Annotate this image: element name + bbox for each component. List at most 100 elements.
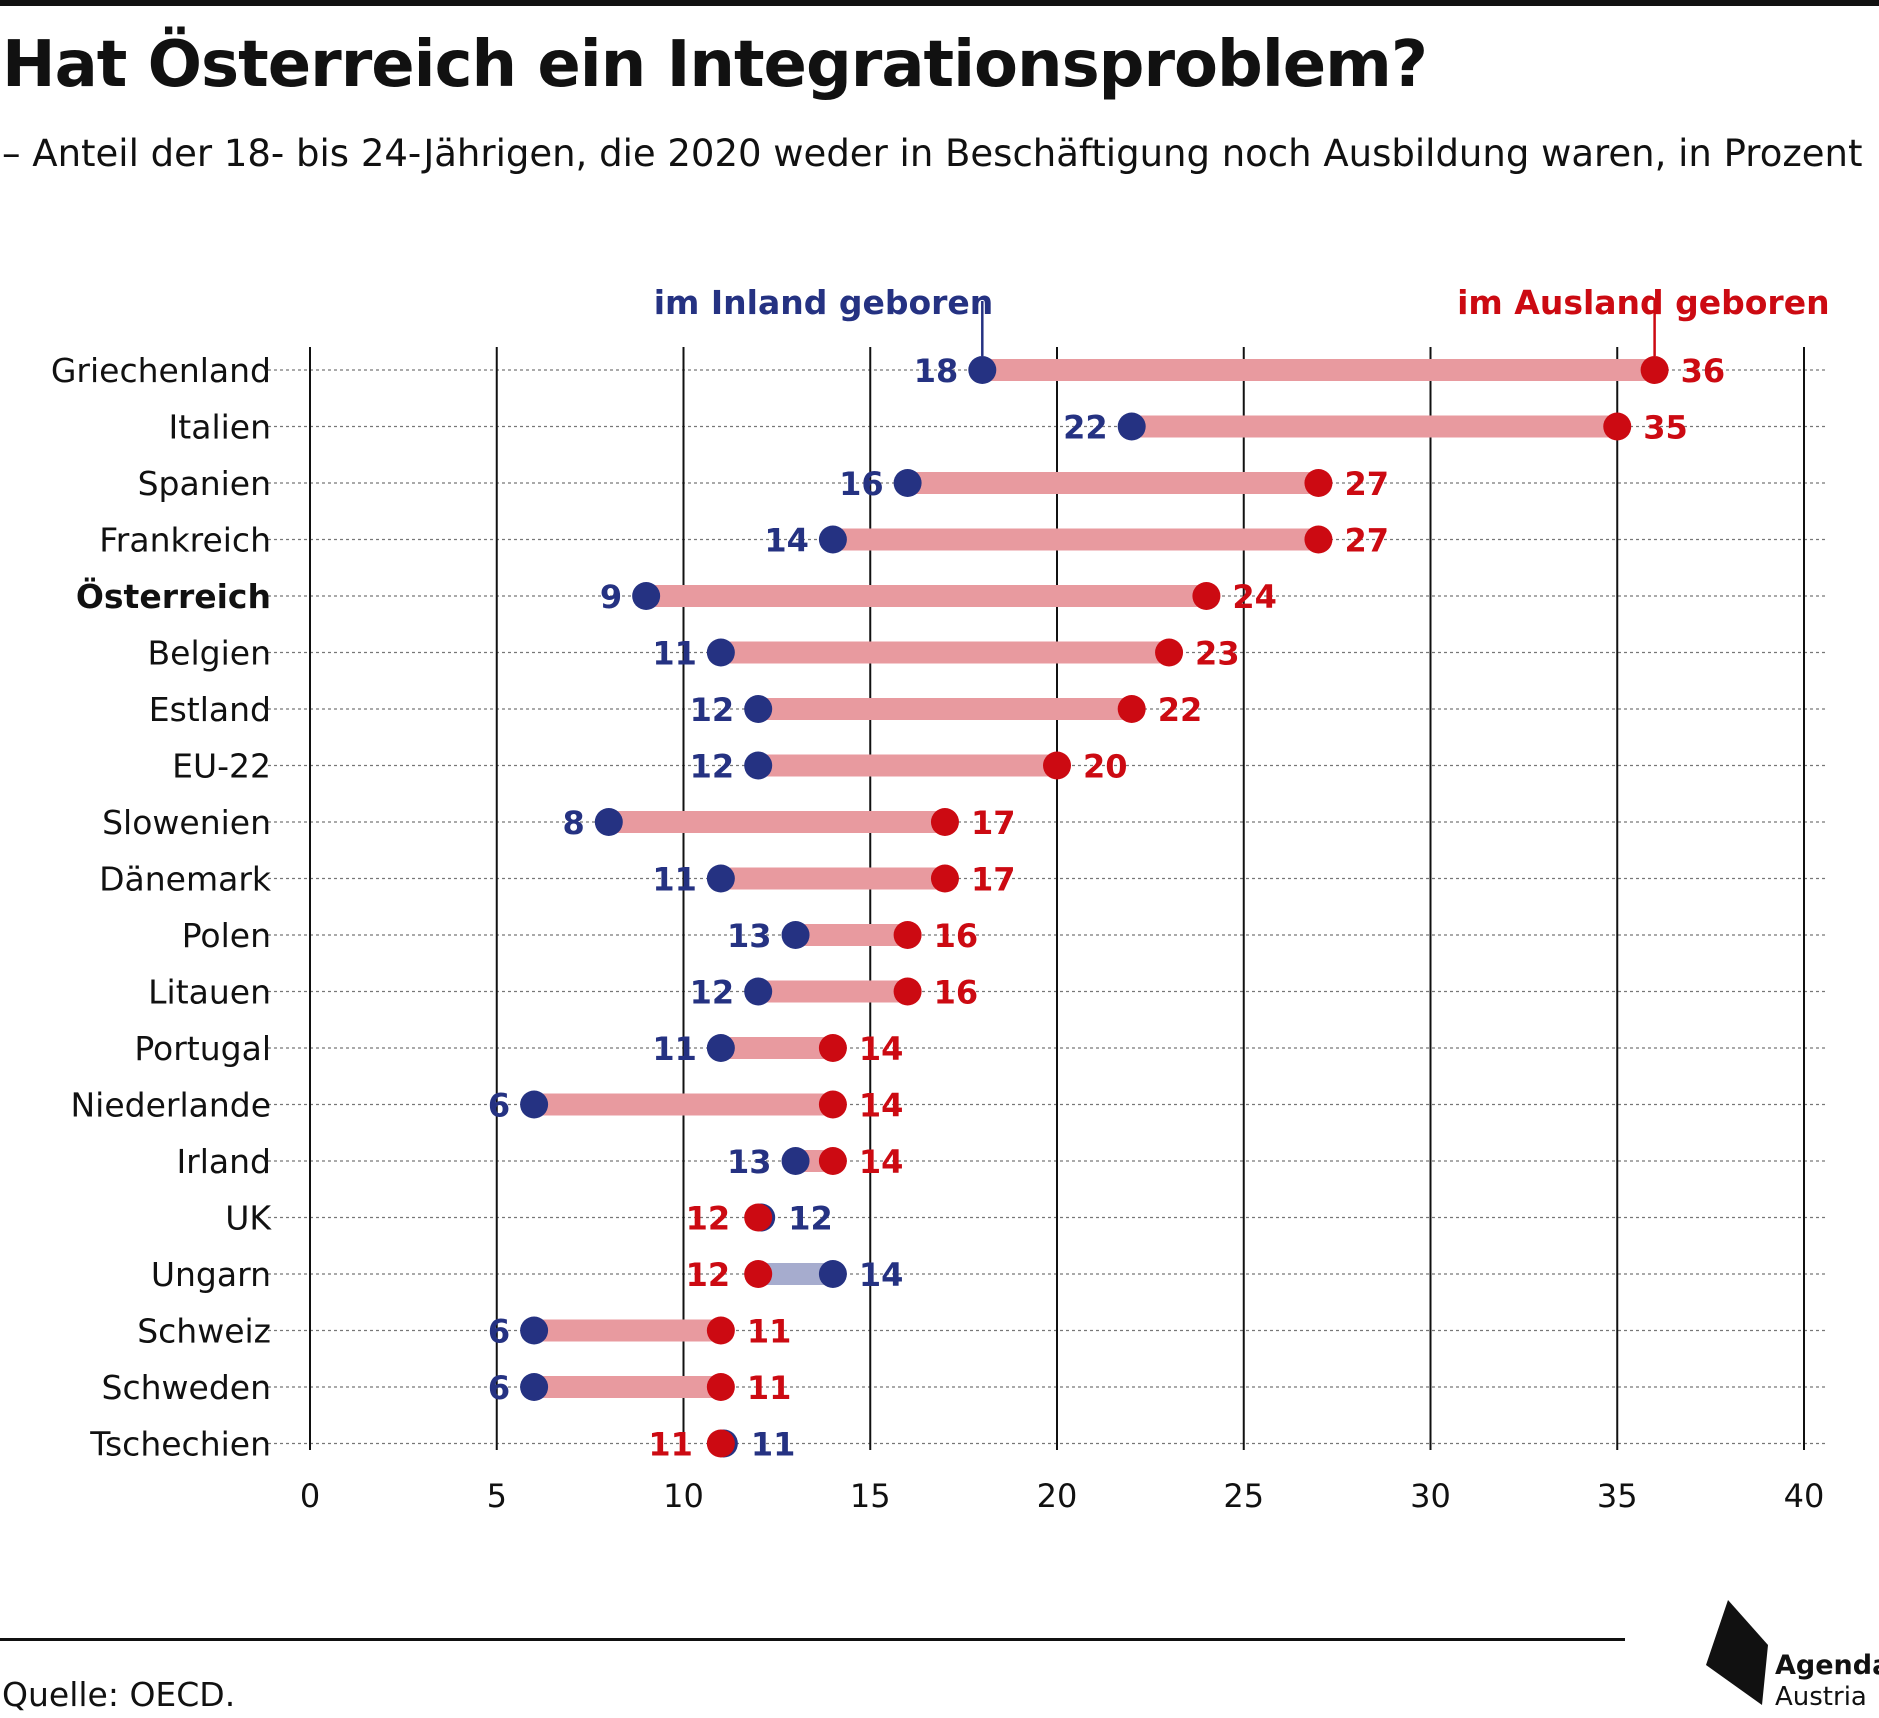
dot-ausland bbox=[1117, 695, 1146, 723]
value-label-ausland: 14 bbox=[859, 1087, 904, 1125]
dot-ausland bbox=[706, 1316, 735, 1345]
value-label-ausland: 23 bbox=[1195, 635, 1240, 673]
value-label-inland: 18 bbox=[914, 352, 959, 390]
country-label: Spanien bbox=[138, 464, 271, 503]
country-label: Niederlande bbox=[70, 1086, 271, 1125]
dot-ausland bbox=[930, 808, 959, 836]
dot-inland bbox=[781, 1147, 810, 1175]
value-label-inland: 9 bbox=[600, 578, 622, 616]
dot-ausland bbox=[818, 1090, 847, 1119]
value-label-ausland: 11 bbox=[747, 1313, 792, 1351]
dot-inland bbox=[632, 582, 661, 610]
country-label: Portugal bbox=[134, 1029, 271, 1068]
legend-inland: im Inland geboren bbox=[654, 283, 994, 322]
agenda-austria-logo bbox=[1706, 1600, 1768, 1705]
value-label-ausland: 14 bbox=[859, 1143, 904, 1181]
dot-ausland bbox=[1155, 638, 1184, 667]
dot-ausland bbox=[1192, 582, 1221, 610]
dot-ausland bbox=[744, 1203, 773, 1232]
legend-ausland: im Ausland geboren bbox=[1457, 283, 1830, 322]
x-tick-label: 30 bbox=[1410, 1477, 1451, 1515]
chart-subtitle: – Anteil der 18- bis 24-Jährigen, die 20… bbox=[2, 132, 1863, 175]
x-tick-label: 35 bbox=[1597, 1477, 1638, 1515]
country-label: EU-22 bbox=[172, 747, 271, 786]
value-label-inland: 22 bbox=[1063, 409, 1108, 447]
value-label-ausland: 35 bbox=[1643, 409, 1688, 447]
value-label-inland: 8 bbox=[563, 804, 585, 842]
value-label-inland: 14 bbox=[764, 522, 809, 560]
country-label: Estland bbox=[149, 690, 271, 729]
dot-inland bbox=[893, 469, 922, 497]
dot-inland bbox=[1117, 412, 1146, 441]
value-label-ausland: 12 bbox=[686, 1200, 731, 1238]
value-label-inland: 6 bbox=[488, 1087, 510, 1125]
country-label: Tschechien bbox=[89, 1425, 271, 1464]
value-label-inland: 14 bbox=[859, 1256, 904, 1294]
value-label-ausland: 14 bbox=[859, 1030, 904, 1068]
country-label: Dänemark bbox=[99, 860, 272, 899]
value-label-ausland: 12 bbox=[686, 1256, 731, 1294]
value-label-inland: 6 bbox=[488, 1369, 510, 1407]
country-label: Belgien bbox=[148, 634, 271, 673]
x-tick-label: 25 bbox=[1223, 1477, 1264, 1515]
value-label-ausland: 22 bbox=[1158, 691, 1203, 729]
dot-inland bbox=[818, 1260, 847, 1288]
country-label: Italien bbox=[169, 408, 271, 447]
x-tick-label: 20 bbox=[1037, 1477, 1078, 1515]
x-tick-label: 10 bbox=[663, 1477, 704, 1515]
logo-text-agenda: Agenda bbox=[1775, 1650, 1879, 1681]
value-label-inland: 11 bbox=[652, 861, 697, 899]
dot-ausland bbox=[893, 977, 922, 1006]
country-label: Ungarn bbox=[151, 1255, 271, 1294]
page-title: Hat Österreich ein Integrationsproblem? bbox=[2, 28, 1428, 102]
dot-inland bbox=[706, 638, 735, 667]
country-label: Österreich bbox=[76, 576, 271, 616]
value-label-ausland: 11 bbox=[747, 1369, 792, 1407]
dot-ausland bbox=[1304, 525, 1333, 554]
x-tick-label: 40 bbox=[1784, 1477, 1825, 1515]
value-label-inland: 16 bbox=[839, 465, 884, 503]
dot-inland bbox=[744, 751, 773, 780]
dot-ausland bbox=[930, 864, 959, 893]
x-tick-label: 5 bbox=[487, 1477, 507, 1515]
value-label-ausland: 27 bbox=[1344, 522, 1389, 560]
value-label-ausland: 11 bbox=[648, 1426, 693, 1464]
dot-ausland bbox=[893, 921, 922, 949]
dot-ausland bbox=[818, 1034, 847, 1062]
dot-inland bbox=[520, 1373, 549, 1401]
x-tick-label: 0 bbox=[300, 1477, 320, 1515]
value-label-inland: 11 bbox=[751, 1426, 796, 1464]
dot-inland bbox=[744, 695, 773, 723]
country-label: Schweiz bbox=[137, 1312, 271, 1351]
country-label: Frankreich bbox=[99, 521, 271, 560]
dot-inland bbox=[520, 1316, 549, 1345]
dot-inland bbox=[744, 977, 773, 1006]
value-label-inland: 11 bbox=[652, 1030, 697, 1068]
country-label: Irland bbox=[176, 1142, 271, 1181]
dot-inland bbox=[781, 921, 810, 949]
country-label: Schweden bbox=[102, 1368, 271, 1407]
value-label-inland: 13 bbox=[727, 917, 772, 955]
value-label-inland: 13 bbox=[727, 1143, 772, 1181]
value-label-ausland: 17 bbox=[971, 804, 1016, 842]
value-label-ausland: 16 bbox=[934, 974, 979, 1012]
value-label-ausland: 20 bbox=[1083, 748, 1128, 786]
value-label-ausland: 36 bbox=[1681, 352, 1726, 390]
dot-inland bbox=[818, 525, 847, 554]
dot-inland bbox=[968, 356, 997, 384]
country-label: Slowenien bbox=[102, 803, 271, 842]
x-tick-label: 15 bbox=[850, 1477, 891, 1515]
value-label-inland: 12 bbox=[788, 1200, 833, 1238]
value-label-inland: 12 bbox=[690, 974, 735, 1012]
dot-ausland bbox=[1304, 469, 1333, 497]
dot-ausland bbox=[1043, 751, 1071, 780]
dot-ausland bbox=[1603, 412, 1632, 441]
country-label: UK bbox=[225, 1199, 272, 1238]
country-label: Polen bbox=[182, 916, 271, 955]
dot-ausland bbox=[744, 1260, 773, 1288]
dot-inland bbox=[706, 864, 735, 893]
dot-ausland bbox=[706, 1373, 735, 1401]
country-label: Litauen bbox=[148, 973, 271, 1012]
dot-inland bbox=[594, 808, 623, 836]
country-label: Griechenland bbox=[51, 351, 271, 390]
